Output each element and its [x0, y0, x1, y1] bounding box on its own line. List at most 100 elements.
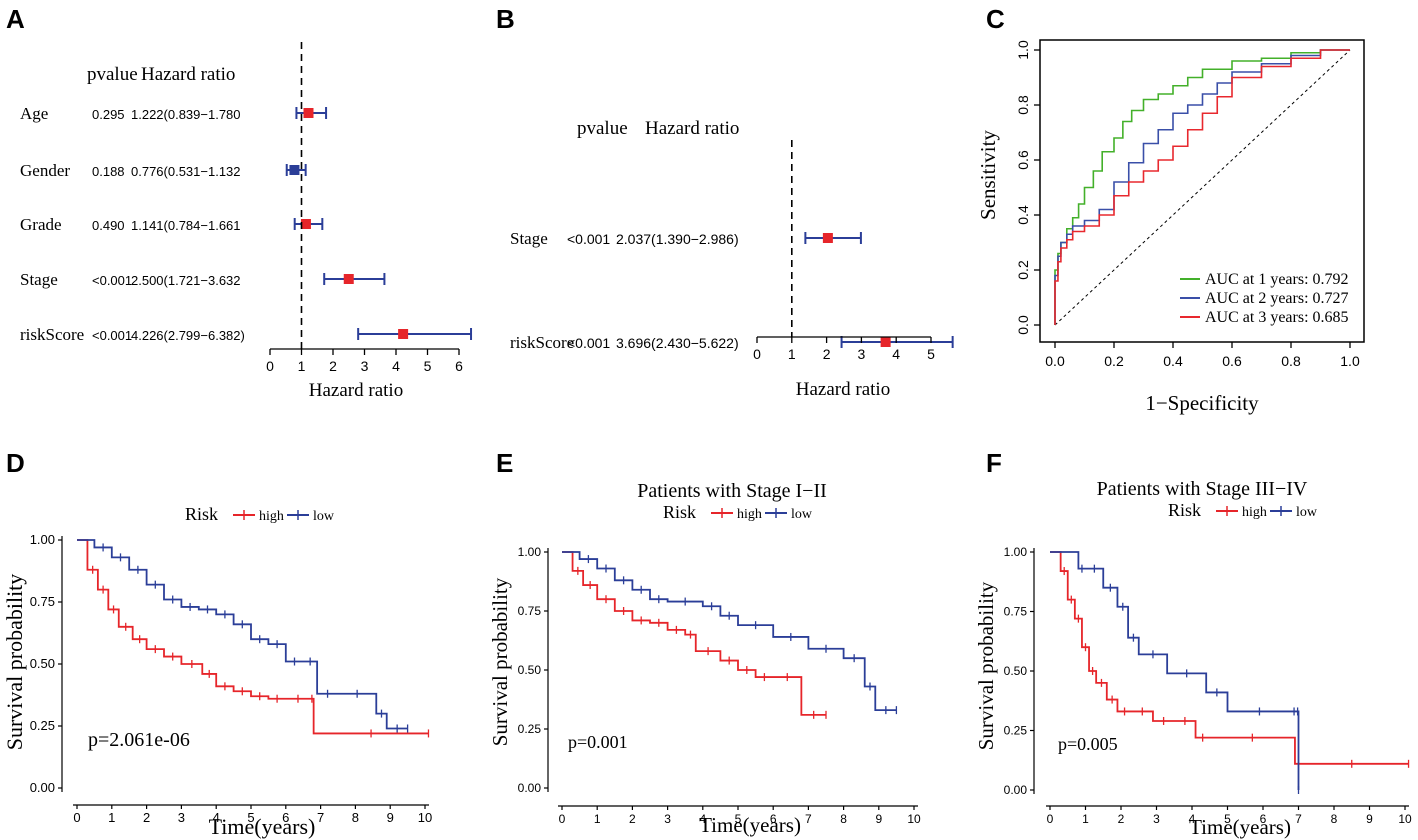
km-pvalue: p=0.001 — [568, 732, 628, 752]
forest-x-tick-label: 5 — [424, 358, 432, 374]
forest-row-pvalue: 0.490 — [92, 218, 125, 233]
km-y-tick-label: 0.00 — [518, 781, 542, 795]
km-x-tick-label: 6 — [282, 810, 289, 825]
km-legend-label-low: low — [1296, 505, 1318, 520]
forest-row-hr-text: 3.696(2.430−5.622) — [616, 335, 739, 351]
km-x-tick-label: 8 — [840, 812, 847, 826]
km-y-tick-label: 0.25 — [518, 722, 542, 736]
km-xlabel: Time(years) — [209, 814, 316, 839]
km-x-tick-label: 3 — [1153, 812, 1160, 826]
km-y-tick-label: 0.75 — [1004, 605, 1028, 619]
km-x-tick-label: 10 — [1398, 812, 1412, 826]
km-legend-title: Risk — [185, 504, 218, 524]
km-y-tick-label: 0.25 — [1004, 724, 1028, 738]
roc-x-tick-label: 0.6 — [1222, 353, 1242, 369]
roc-legend-label: AUC at 1 years: 0.792 — [1205, 271, 1349, 288]
roc-xlabel: 1−Specificity — [1145, 391, 1259, 415]
roc-y-tick-label: 0.4 — [1015, 205, 1031, 225]
forest-row-hr-text: 1.141(0.784−1.661 — [131, 218, 241, 233]
roc-ylabel: Sensitivity — [976, 130, 1000, 220]
km-y-tick-label: 0.50 — [1004, 664, 1028, 678]
km-x-tick-label: 1 — [594, 812, 601, 826]
forest-b-col-hr: Hazard ratio — [645, 118, 739, 139]
roc-y-tick-label: 0.0 — [1015, 315, 1031, 335]
km-ylabel: Survival probability — [974, 581, 998, 750]
km-y-tick-label: 0.00 — [1004, 783, 1028, 797]
roc-x-tick-label: 0.0 — [1045, 353, 1065, 369]
roc-diagonal — [1054, 49, 1351, 326]
km-x-tick-label: 7 — [317, 810, 324, 825]
km-x-tick-label: 1 — [108, 810, 115, 825]
panel-c: C 0.0 0.2 0.4 0.6 0.8 1.0 0.0 0.2 0.4 0.6 0.8 1.0 A… — [976, 4, 1365, 415]
forest-row-pvalue: 0.188 — [92, 164, 125, 179]
km-curve-high — [77, 539, 429, 735]
km-x-tick-label: 10 — [418, 810, 432, 825]
km-legend-label-high: high — [259, 509, 284, 524]
km-curve-high — [562, 551, 826, 716]
roc-curve-1-years — [1054, 49, 1350, 325]
km-ylabel: Survival probability — [2, 574, 27, 751]
forest-row-pvalue: <0.001 — [92, 328, 132, 343]
km-x-tick-label: 5 — [1224, 812, 1231, 826]
panel-label-c: C — [986, 4, 1005, 34]
km-y-tick-label: 0.50 — [518, 663, 542, 677]
km-x-tick-label: 9 — [387, 810, 394, 825]
roc-legend-label: AUC at 2 years: 0.727 — [1205, 290, 1349, 307]
km-x-tick-label: 6 — [1260, 812, 1267, 826]
km-x-tick-label: 2 — [1118, 812, 1125, 826]
km-y-tick-label: 0.00 — [30, 780, 55, 795]
forest-row-label: Age — [20, 104, 48, 123]
roc-x-tick-label: 0.8 — [1281, 353, 1301, 369]
km-legend-label-low: low — [313, 509, 335, 524]
forest-b-col-pvalue: pvalue — [577, 118, 628, 139]
forest-a-col-hr: Hazard ratio — [141, 64, 235, 85]
km-x-tick-label: 1 — [1082, 812, 1089, 826]
forest-row-label: riskScore — [20, 325, 84, 344]
km-y-tick-label: 0.75 — [518, 604, 542, 618]
forest-row-pvalue: <0.001 — [567, 335, 610, 351]
panel-label-a: A — [6, 4, 25, 34]
forest-row-label: Gender — [20, 161, 70, 180]
km-x-tick-label: 0 — [1047, 812, 1054, 826]
km-legend-title: Risk — [1168, 500, 1201, 520]
roc-x-tick-label: 0.4 — [1163, 353, 1183, 369]
panel-a: A pvalue Hazard ratio Age 0.295 1.222(0.83… — [6, 4, 473, 401]
forest-x-tick-label: 4 — [392, 358, 400, 374]
forest-x-tick-label: 4 — [892, 346, 900, 362]
roc-y-tick-label: 0.8 — [1015, 95, 1031, 115]
forest-a-col-pvalue: pvalue — [87, 64, 138, 85]
km-y-tick-label: 1.00 — [30, 532, 55, 547]
km-x-tick-label: 3 — [178, 810, 185, 825]
panel-label-d: D — [6, 448, 25, 478]
roc-curve-3-years — [1054, 49, 1350, 325]
panel-d: D Risk high low 0.00 0.25 0.50 0.75 1.00 0 1 2 3 4 5 6… — [2, 448, 432, 839]
forest-row-label: Stage — [20, 270, 58, 289]
forest-point — [880, 337, 891, 347]
km-x-tick-label: 7 — [805, 812, 812, 826]
km-x-tick-label: 6 — [770, 812, 777, 826]
forest-row-label: Stage — [510, 229, 548, 248]
roc-y-tick-label: 0.6 — [1015, 150, 1031, 170]
panel-label-f: F — [986, 448, 1002, 478]
forest-row-hr-text: 2.500(1.721−3.632 — [131, 273, 241, 288]
km-title: Patients with Stage III−IV — [1097, 478, 1308, 500]
panel-label-e: E — [496, 448, 513, 478]
km-curve-low — [1050, 551, 1300, 790]
forest-row-hr-text: 4.226(2.799−6.382) — [131, 328, 245, 343]
km-y-tick-label: 0.75 — [30, 594, 55, 609]
km-x-tick-label: 9 — [875, 812, 882, 826]
forest-x-tick-label: 2 — [823, 346, 831, 362]
forest-row-hr-text: 0.776(0.531−1.132 — [131, 164, 241, 179]
panel-b: B pvalue Hazard ratio Stage <0.001 2.037(1… — [496, 4, 954, 400]
km-x-tick-label: 5 — [735, 812, 742, 826]
forest-a-xlabel: Hazard ratio — [309, 380, 403, 401]
forest-point — [289, 165, 300, 175]
roc-legend-label: AUC at 3 years: 0.685 — [1205, 309, 1349, 326]
km-curve-high — [1050, 551, 1409, 765]
forest-x-tick-label: 0 — [753, 346, 761, 362]
forest-point — [398, 329, 409, 339]
km-y-tick-label: 0.25 — [30, 718, 55, 733]
